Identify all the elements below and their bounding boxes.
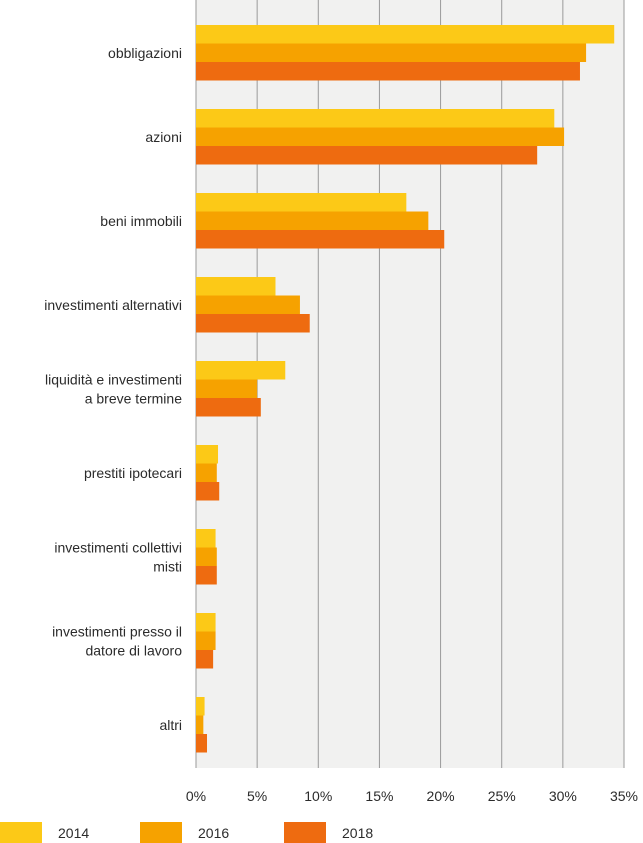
legend-label-2016: 2016 [198, 825, 229, 841]
x-tick-label: 0% [186, 788, 206, 804]
category-label: investimenti collettivi misti [54, 539, 182, 574]
bar-2014-1 [196, 109, 555, 128]
bar-2018-4 [196, 398, 261, 417]
bar-2018-7 [196, 650, 214, 669]
x-tick-label: 10% [304, 788, 332, 804]
bar-2018-5 [196, 482, 220, 501]
category-label: investimenti alternativi [44, 297, 182, 313]
bar-2018-2 [196, 230, 445, 249]
category-label: prestiti ipotecari [84, 465, 182, 481]
category-labels: obbligazioni azioni beni immobili investime… [44, 45, 182, 733]
bar-2014-8 [196, 697, 205, 716]
bar-2018-6 [196, 566, 217, 585]
bar-2016-6 [196, 547, 217, 566]
legend-label-2014: 2014 [58, 825, 89, 841]
bar-2016-1 [196, 127, 565, 146]
bar-2014-4 [196, 361, 286, 380]
bar-2016-4 [196, 379, 258, 398]
bar-2014-5 [196, 445, 219, 464]
category-label: investimenti presso il datore di lavoro [52, 623, 182, 658]
bar-2014-0 [196, 25, 615, 44]
category-label: beni immobili [100, 213, 182, 229]
bar-2016-7 [196, 631, 216, 650]
bar-2016-8 [196, 715, 204, 734]
bars [196, 25, 615, 753]
bar-2018-0 [196, 62, 580, 81]
category-label: liquidità e investimenti a breve termine [45, 371, 182, 406]
category-label: obbligazioni [108, 45, 182, 61]
x-tick-label: 25% [488, 788, 516, 804]
legend-swatch-2014 [0, 822, 42, 843]
bar-2016-5 [196, 463, 217, 482]
bar-2014-2 [196, 193, 407, 212]
bar-2018-3 [196, 314, 310, 333]
bar-2018-1 [196, 146, 538, 165]
bar-2014-3 [196, 277, 276, 296]
legend-swatch-2018 [284, 822, 326, 843]
legend-label-2018: 2018 [342, 825, 373, 841]
bar-2016-2 [196, 211, 429, 230]
x-tick-label: 30% [549, 788, 577, 804]
bar-2016-3 [196, 295, 300, 314]
bar-2014-6 [196, 529, 216, 548]
legend: 2014 2016 2018 [0, 822, 373, 843]
x-tick-labels: 0% 5% 10% 15% 20% 25% 30% 35% [186, 788, 638, 804]
category-label: altri [159, 717, 182, 733]
bar-2016-0 [196, 43, 587, 62]
bar-2018-8 [196, 734, 208, 753]
legend-swatch-2016 [140, 822, 182, 843]
x-tick-label: 5% [247, 788, 267, 804]
category-label: azioni [145, 129, 182, 145]
x-tick-label: 15% [365, 788, 393, 804]
x-tick-label: 35% [610, 788, 638, 804]
bar-2014-7 [196, 613, 216, 632]
x-tick-label: 20% [427, 788, 455, 804]
